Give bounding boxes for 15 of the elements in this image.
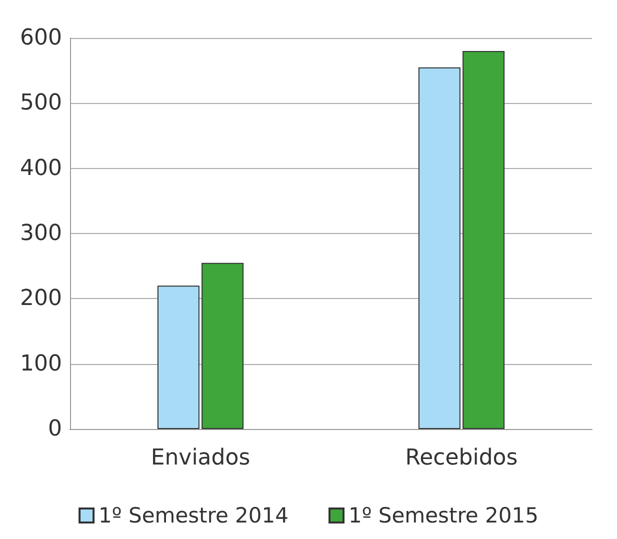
x-tick-label: Enviados [150, 446, 250, 470]
y-tick-label: 400 [20, 156, 62, 181]
y-tick-label: 100 [20, 351, 62, 376]
y-tick-label: 0 [48, 416, 62, 442]
bar [462, 51, 505, 429]
x-tick-label: Recebidos [405, 446, 518, 470]
y-tick-label: 200 [20, 286, 62, 312]
y-tick-label: 500 [20, 90, 62, 116]
y-tick-label: 300 [20, 221, 62, 246]
bar [157, 286, 200, 429]
bar [202, 262, 244, 429]
legend-label: 1º Semestre 2014 [98, 504, 289, 528]
legend-label: 1º Semestre 2015 [348, 504, 538, 528]
y-tick-label: 600 [20, 26, 62, 50]
bar [418, 67, 460, 429]
